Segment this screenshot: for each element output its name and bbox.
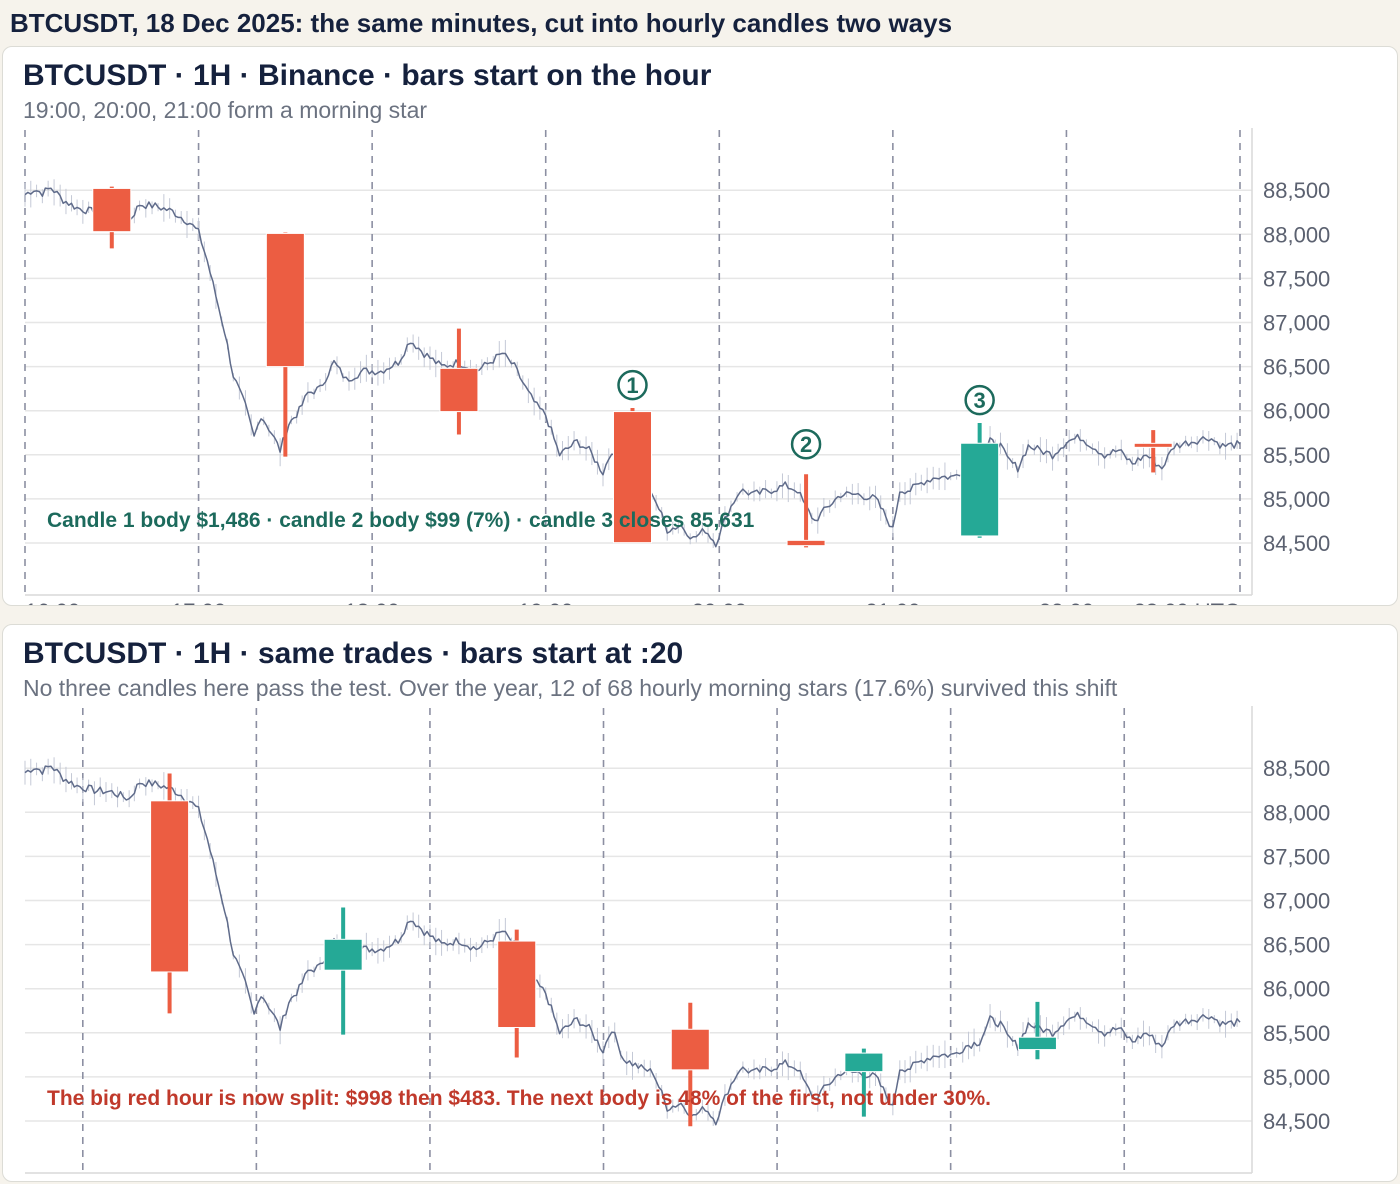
marker-circle bbox=[964, 384, 995, 416]
y-tick-label: 87,500 bbox=[1263, 266, 1330, 291]
candle-5 bbox=[786, 474, 826, 548]
candle-2 bbox=[265, 232, 305, 457]
y-tick-label: 86,000 bbox=[1263, 977, 1330, 1002]
chart-subtitle-bottom: No three candles here pass the test. Ove… bbox=[23, 675, 1118, 701]
candle-6 bbox=[960, 423, 1000, 538]
marker-circle bbox=[790, 428, 822, 460]
y-tick-label: 84,500 bbox=[1263, 1109, 1330, 1134]
candle-4 bbox=[613, 408, 652, 544]
page-title: BTCUSDT, 18 Dec 2025: the same minutes, … bbox=[10, 8, 953, 38]
x-tick-label: 21:00 bbox=[865, 1177, 920, 1182]
candle-3 bbox=[439, 328, 479, 435]
chart-note: The big red hour is now split: $998 then… bbox=[47, 1087, 991, 1110]
y-tick-label: 86,500 bbox=[1263, 355, 1330, 380]
y-tick-label: 88,000 bbox=[1263, 800, 1330, 825]
x-tick-label: 17:00 bbox=[171, 599, 226, 606]
chart-canvas-bottom: 84,500 85,000 85,500 86,000 86,500 87,000 87,5… bbox=[24, 706, 1330, 1182]
candle-body bbox=[844, 1052, 884, 1073]
candle-7 bbox=[1133, 430, 1173, 473]
y-tick-label: 88,500 bbox=[1263, 756, 1330, 781]
x-tick-label: 23:00 UTC bbox=[1134, 599, 1240, 606]
candle-body bbox=[613, 411, 652, 544]
candle-body bbox=[497, 940, 537, 1029]
chart-title-top: BTCUSDT · 1H · Binance · bars start on t… bbox=[23, 59, 712, 92]
x-tick-label: 22:00 bbox=[1039, 1177, 1094, 1182]
candle-body bbox=[960, 442, 1000, 537]
chart-panel-bottom: 84,500 85,000 85,500 86,000 86,500 87,000 87,5… bbox=[2, 624, 1398, 1182]
x-tick-label: 21:00 bbox=[865, 599, 920, 606]
x-tick-label: 19:00 bbox=[518, 1177, 573, 1182]
plot-area: 84,500 85,000 85,500 86,000 86,500 87,000 87,5… bbox=[24, 128, 1330, 606]
candle-4 bbox=[670, 1002, 710, 1127]
candle-body bbox=[92, 187, 132, 233]
marker-circle bbox=[617, 369, 648, 401]
y-tick-label: 84,500 bbox=[1263, 531, 1330, 556]
y-tick-label: 85,500 bbox=[1263, 1021, 1330, 1046]
x-tick-label: 18:00 bbox=[345, 1177, 400, 1182]
pattern-marker-2: 2 bbox=[790, 428, 822, 460]
chart-note: Candle 1 body $1,486 · candle 2 body $99… bbox=[47, 509, 755, 532]
candle-body bbox=[670, 1028, 710, 1071]
y-tick-label: 85,000 bbox=[1263, 1065, 1330, 1090]
y-tick-label: 85,500 bbox=[1263, 443, 1330, 468]
y-tick-label: 86,500 bbox=[1263, 933, 1330, 958]
candle-5 bbox=[844, 1048, 884, 1117]
candle-1 bbox=[150, 773, 190, 1014]
x-tick-label: 16:00 bbox=[25, 599, 80, 606]
candle-body bbox=[786, 539, 826, 547]
candle-2 bbox=[323, 907, 363, 1035]
candle-6 bbox=[1017, 1001, 1057, 1060]
plot-area: 84,500 85,000 85,500 86,000 86,500 87,000 87,5… bbox=[24, 706, 1330, 1182]
x-tick-label: 22:00 bbox=[1039, 599, 1094, 606]
candle-body bbox=[1133, 442, 1173, 448]
y-tick-label: 88,500 bbox=[1263, 178, 1330, 203]
candle-3 bbox=[497, 929, 537, 1058]
candle-body bbox=[323, 938, 363, 971]
candle-body bbox=[150, 800, 190, 973]
pattern-marker-1: 1 bbox=[617, 369, 648, 401]
chart-panel-top: 84,500 85,000 85,500 86,000 86,500 87,000 87,5… bbox=[2, 46, 1398, 606]
candle-body bbox=[265, 232, 305, 368]
chart-subtitle-top: 19:00, 20:00, 21:00 form a morning star bbox=[23, 97, 428, 123]
candle-body bbox=[439, 367, 479, 413]
pattern-marker-3: 3 bbox=[964, 384, 995, 416]
candle-body bbox=[1017, 1036, 1057, 1051]
marker-label: 2 bbox=[800, 432, 812, 457]
x-tick-label: 20:00 bbox=[692, 1177, 747, 1182]
x-tick-label: 20:00 bbox=[692, 599, 747, 606]
y-tick-label: 85,000 bbox=[1263, 487, 1330, 512]
candle-1 bbox=[92, 186, 132, 249]
y-tick-label: 87,500 bbox=[1263, 844, 1330, 869]
x-tick-label: 16:00 bbox=[25, 1177, 80, 1182]
y-tick-label: 87,000 bbox=[1263, 311, 1330, 336]
y-tick-label: 87,000 bbox=[1263, 889, 1330, 914]
marker-label: 3 bbox=[974, 388, 986, 413]
x-tick-label: 17:00 bbox=[171, 1177, 226, 1182]
x-tick-label: 23:00 UTC bbox=[1134, 1177, 1240, 1182]
chart-canvas-top: 84,500 85,000 85,500 86,000 86,500 87,000 87,5… bbox=[24, 128, 1330, 606]
y-tick-label: 88,000 bbox=[1263, 222, 1330, 247]
chart-title-bottom: BTCUSDT · 1H · same trades · bars start … bbox=[23, 637, 684, 670]
y-tick-label: 86,000 bbox=[1263, 399, 1330, 424]
marker-label: 1 bbox=[626, 373, 638, 398]
x-tick-label: 18:00 bbox=[345, 599, 400, 606]
x-tick-label: 19:00 bbox=[518, 599, 573, 606]
